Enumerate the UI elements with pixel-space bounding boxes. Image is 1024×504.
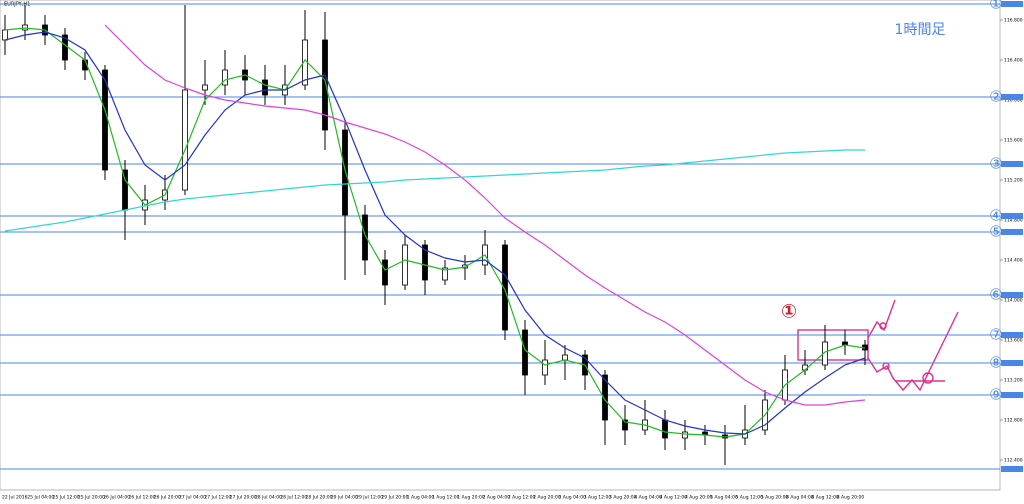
level-price-box: [1001, 161, 1023, 167]
x-tick-label: 2 Aug 20:00: [533, 495, 561, 501]
level-price-box: [1001, 360, 1023, 366]
x-tick-label: 5 Aug 20:00: [761, 495, 789, 501]
candle-body: [622, 419, 628, 431]
x-tick-label: 26 Jul 20:00: [154, 495, 181, 501]
x-tick-label: 29 Jul 04:00: [331, 495, 358, 501]
x-tick-label: 22 Jul 2016: [2, 495, 28, 501]
candle-body: [662, 419, 668, 439]
x-tick-label: 28 Jul 04:00: [255, 495, 282, 501]
x-tick-label: 8 Aug 20:00: [837, 495, 865, 501]
level-price-box: [1001, 213, 1023, 219]
level-label: ③: [989, 155, 1002, 173]
level-price-box: [1001, 292, 1023, 298]
x-tick-label: 3 Aug 04:00: [558, 495, 586, 501]
y-tick-label: 115.200: [1004, 178, 1023, 184]
level-label: ④: [989, 207, 1002, 225]
candle-body: [402, 244, 408, 286]
level-label: ①: [989, 0, 1002, 13]
candle-body: [542, 359, 548, 376]
candle-body: [682, 431, 688, 439]
x-tick-label: 3 Aug 20:00: [609, 495, 637, 501]
y-tick-label: 112.800: [1004, 418, 1023, 424]
candle-body: [202, 84, 208, 91]
x-tick-label: 29 Jul 20:00: [381, 495, 408, 501]
level-label: ②: [989, 88, 1002, 106]
x-tick-label: 1 Aug 12:00: [432, 495, 460, 501]
scenario-point: [879, 322, 887, 330]
timeframe-annotation: 1時間足: [895, 22, 946, 38]
candle-body: [182, 89, 188, 191]
moving-average-line: [4, 149, 865, 232]
candle-body: [422, 244, 428, 281]
marker-annotation: ①: [781, 301, 797, 323]
y-tick-label: 113.600: [1004, 338, 1023, 344]
candle-body: [2, 29, 8, 41]
down-scenario: [867, 311, 959, 392]
candle-body: [262, 79, 268, 96]
x-tick-label: 1 Aug 20:00: [457, 495, 485, 501]
candle-body: [362, 214, 368, 261]
level-label: ⑤: [989, 223, 1002, 241]
x-tick-label: 4 Aug 12:00: [660, 495, 688, 501]
x-tick-label: 5 Aug 12:00: [736, 495, 764, 501]
candle-body: [602, 374, 608, 421]
y-tick-label: 114.000: [1004, 298, 1023, 304]
x-tick-label: 25 Jul 20:00: [78, 495, 105, 501]
x-tick-label: 25 Jul 12:00: [53, 495, 80, 501]
x-tick-label: 4 Aug 04:00: [634, 495, 662, 501]
x-tick-label: 2 Aug 04:00: [483, 495, 511, 501]
level-price-box: [1001, 392, 1023, 398]
y-tick-label: 116.400: [1004, 58, 1023, 64]
moving-average-line: [4, 31, 866, 435]
x-tick-label: 29 Jul 12:00: [356, 495, 383, 501]
y-tick-label: 113.200: [1004, 378, 1023, 384]
x-tick-label: 26 Jul 12:00: [128, 495, 155, 501]
range-box: [797, 329, 869, 361]
candle-body: [382, 259, 388, 286]
y-tick-label: 112.400: [1004, 458, 1023, 464]
level-price-box: [1001, 1, 1023, 7]
x-tick-label: 26 Jul 04:00: [103, 495, 130, 501]
level-label: ⑨: [989, 386, 1002, 404]
moving-average-line: [4, 27, 866, 438]
level-label: ⑦: [989, 326, 1002, 344]
plot-frame: [0, 0, 1001, 491]
x-tick-label: 28 Jul 12:00: [280, 495, 307, 501]
candle-body: [222, 69, 228, 86]
candle-body: [322, 39, 328, 131]
x-tick-label: 8 Aug 04:00: [786, 495, 814, 501]
x-tick-label: 5 Aug 04:00: [710, 495, 738, 501]
y-tick-label: 114.800: [1004, 218, 1023, 224]
x-tick-label: 4 Aug 20:00: [685, 495, 713, 501]
candle-body: [522, 329, 528, 376]
x-tick-label: 8 Aug 12:00: [811, 495, 839, 501]
level-price-box: [1001, 466, 1023, 472]
level-price-box: [1001, 332, 1023, 338]
candle-body: [342, 129, 348, 216]
x-tick-label: 28 Jul 20:00: [306, 495, 333, 501]
x-tick-label: 2 Aug 12:00: [508, 495, 536, 501]
x-tick-label: 3 Aug 12:00: [584, 495, 612, 501]
y-tick-label: 116.800: [1004, 18, 1023, 24]
level-price-box: [1001, 94, 1023, 100]
candle-body: [502, 244, 508, 331]
x-tick-label: 27 Jul 12:00: [204, 495, 231, 501]
y-tick-label: 115.600: [1004, 138, 1023, 144]
x-tick-label: 27 Jul 20:00: [230, 495, 257, 501]
candle-body: [562, 354, 568, 361]
level-price-box: [1001, 229, 1023, 235]
scenario-point: [922, 372, 934, 384]
x-tick-label: 27 Jul 04:00: [179, 495, 206, 501]
level-label: ⑥: [989, 286, 1002, 304]
y-tick-label: 114.400: [1004, 258, 1023, 264]
level-label: ⑧: [989, 354, 1002, 372]
scenario-drawing: [797, 299, 959, 392]
x-tick-label: 25 Jul 04:00: [27, 495, 54, 501]
candle-body: [442, 267, 448, 281]
moving-average-line: [104, 24, 866, 406]
y-tick-label: 116.000: [1004, 98, 1023, 104]
x-tick-label: 1 Aug 04:00: [407, 495, 435, 501]
